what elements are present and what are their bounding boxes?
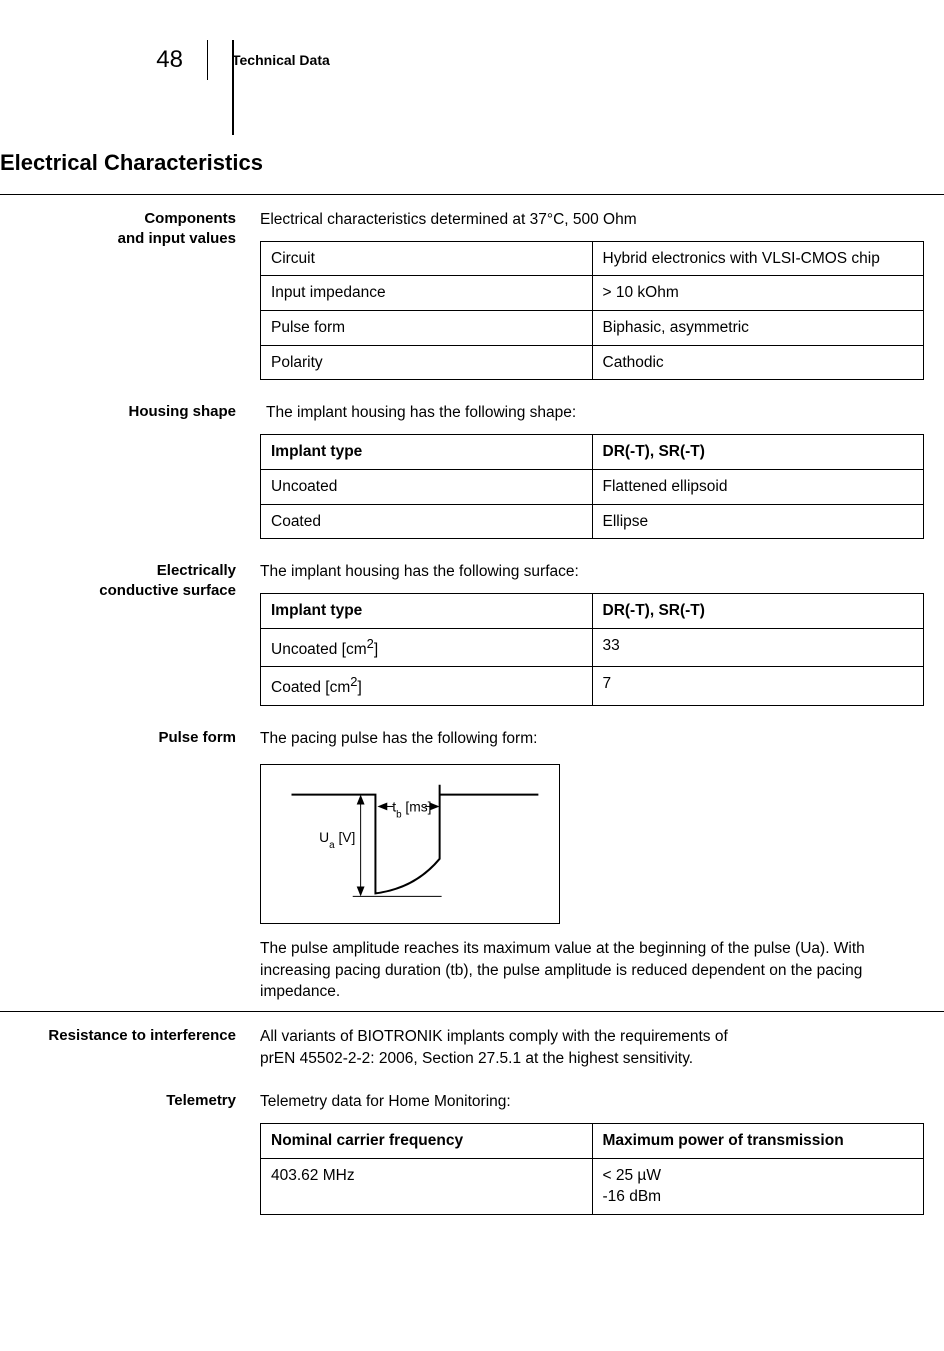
table-row: Uncoated [cm2] 33 — [261, 628, 924, 667]
surface-table: Implant type DR(-T), SR(-T) Uncoated [cm… — [260, 593, 924, 706]
ua-arrow-head-top — [357, 795, 365, 805]
section-label-pulse: Pulse form — [0, 728, 260, 1003]
tb-arrow-left-head — [377, 802, 387, 810]
table-cell: Input impedance — [261, 276, 593, 311]
section-surface: Electrically conductive surface The impl… — [0, 547, 944, 714]
intro-text: The pacing pulse has the following form: — [260, 728, 924, 750]
cell-text: ] — [357, 680, 361, 697]
table-header-cell: Nominal carrier frequency — [261, 1124, 593, 1159]
header-divider — [232, 40, 234, 135]
telemetry-table: Nominal carrier frequency Maximum power … — [260, 1123, 924, 1215]
cell-text: -16 dBm — [603, 1188, 662, 1205]
intro-text: Electrical characteristics determined at… — [260, 209, 924, 231]
housing-table: Implant type DR(-T), SR(-T) Uncoated Fla… — [260, 434, 924, 539]
ua-label: Ua [V] — [319, 829, 355, 851]
table-cell: 33 — [592, 628, 924, 667]
resistance-text-l2: prEN 45502-2-2: 2006, Section 27.5.1 at … — [260, 1048, 924, 1070]
table-header-row: Implant type DR(-T), SR(-T) — [261, 593, 924, 628]
label-text: Electrically — [157, 562, 236, 579]
table-cell: Uncoated [cm2] — [261, 628, 593, 667]
table-cell: Ellipse — [592, 504, 924, 539]
section-content-surface: The implant housing has the following su… — [260, 561, 944, 706]
resistance-text-l1: All variants of BIOTRONIK implants compl… — [260, 1026, 924, 1048]
table-cell: 403.62 MHz — [261, 1158, 593, 1214]
section-content-resistance: All variants of BIOTRONIK implants compl… — [260, 1026, 944, 1069]
table-row: Polarity Cathodic — [261, 345, 924, 380]
table-row: Circuit Hybrid electronics with VLSI-CMO… — [261, 241, 924, 276]
table-cell: > 10 kOhm — [592, 276, 924, 311]
pulse-description: The pulse amplitude reaches its maximum … — [260, 938, 924, 1003]
table-header-row: Implant type DR(-T), SR(-T) — [261, 435, 924, 470]
page-header-wrap: 48 Technical Data — [0, 40, 944, 80]
table-cell: Circuit — [261, 241, 593, 276]
table-header-row: Nominal carrier frequency Maximum power … — [261, 1124, 924, 1159]
intro-text: The implant housing has the following su… — [260, 561, 924, 583]
table-cell: Coated [cm2] — [261, 667, 593, 706]
label-text: Resistance to interference — [48, 1027, 236, 1044]
table-cell: Hybrid electronics with VLSI-CMOS chip — [592, 241, 924, 276]
label-text: and input values — [118, 230, 236, 247]
pulse-form-figure: Ua [V] tb [ms] — [260, 764, 560, 924]
table-row: Pulse form Biphasic, asymmetric — [261, 311, 924, 346]
superscript: 2 — [367, 636, 374, 651]
section-pulse-form: Pulse form The pacing pulse has the foll… — [0, 714, 944, 1011]
table-row: 403.62 MHz < 25 µW -16 dBm — [261, 1158, 924, 1214]
section-content-pulse: The pacing pulse has the following form:… — [260, 728, 944, 1003]
section-content-housing: The implant housing has the following sh… — [260, 402, 944, 539]
table-cell: Uncoated — [261, 469, 593, 504]
table-cell: Cathodic — [592, 345, 924, 380]
table-header-cell: DR(-T), SR(-T) — [592, 435, 924, 470]
table-cell: Pulse form — [261, 311, 593, 346]
label-text: Telemetry — [166, 1092, 236, 1109]
table-row: Uncoated Flattened ellipsoid — [261, 469, 924, 504]
section-label-resistance: Resistance to interference — [0, 1026, 260, 1069]
pulse-waveform-svg: Ua [V] tb [ms] — [261, 765, 559, 923]
table-cell: Flattened ellipsoid — [592, 469, 924, 504]
ua-arrow-head-bottom — [357, 886, 365, 896]
table-cell: 7 — [592, 667, 924, 706]
cell-text: < 25 µW — [603, 1167, 661, 1184]
page-header: 48 Technical Data — [0, 40, 944, 80]
table-cell: < 25 µW -16 dBm — [592, 1158, 924, 1214]
table-cell: Coated — [261, 504, 593, 539]
section-label-housing: Housing shape — [0, 402, 260, 539]
cell-text: Uncoated [cm — [271, 641, 367, 658]
intro-text: The implant housing has the following sh… — [260, 402, 924, 424]
section-content-telemetry: Telemetry data for Home Monitoring: Nomi… — [260, 1091, 944, 1215]
section-resistance: Resistance to interference All variants … — [0, 1011, 944, 1077]
intro-text: Telemetry data for Home Monitoring: — [260, 1091, 924, 1113]
table-header-cell: Implant type — [261, 435, 593, 470]
chapter-title: Technical Data — [208, 40, 330, 80]
table-cell: Polarity — [261, 345, 593, 380]
table-cell: Biphasic, asymmetric — [592, 311, 924, 346]
section-housing-shape: Housing shape The implant housing has th… — [0, 388, 944, 547]
main-heading: Electrical Characteristics — [0, 150, 944, 176]
table-row: Input impedance > 10 kOhm — [261, 276, 924, 311]
table-header-cell: Maximum power of transmission — [592, 1124, 924, 1159]
cell-text: ] — [374, 641, 378, 658]
section-label-surface: Electrically conductive surface — [0, 561, 260, 706]
label-text: Housing shape — [128, 403, 236, 420]
label-text: conductive surface — [99, 582, 236, 599]
table-header-cell: Implant type — [261, 593, 593, 628]
section-content-components: Electrical characteristics determined at… — [260, 209, 944, 380]
tb-label: tb [ms] — [392, 798, 431, 820]
table-header-cell: DR(-T), SR(-T) — [592, 593, 924, 628]
section-label-components: Components and input values — [0, 209, 260, 380]
cell-text: Coated [cm — [271, 680, 350, 697]
table-row: Coated [cm2] 7 — [261, 667, 924, 706]
section-components: Components and input values Electrical c… — [0, 194, 944, 388]
section-telemetry: Telemetry Telemetry data for Home Monito… — [0, 1077, 944, 1223]
label-text: Components — [144, 210, 236, 227]
section-label-telemetry: Telemetry — [0, 1091, 260, 1215]
components-table: Circuit Hybrid electronics with VLSI-CMO… — [260, 241, 924, 381]
label-text: Pulse form — [158, 729, 236, 746]
page-number: 48 — [0, 40, 208, 80]
table-row: Coated Ellipse — [261, 504, 924, 539]
